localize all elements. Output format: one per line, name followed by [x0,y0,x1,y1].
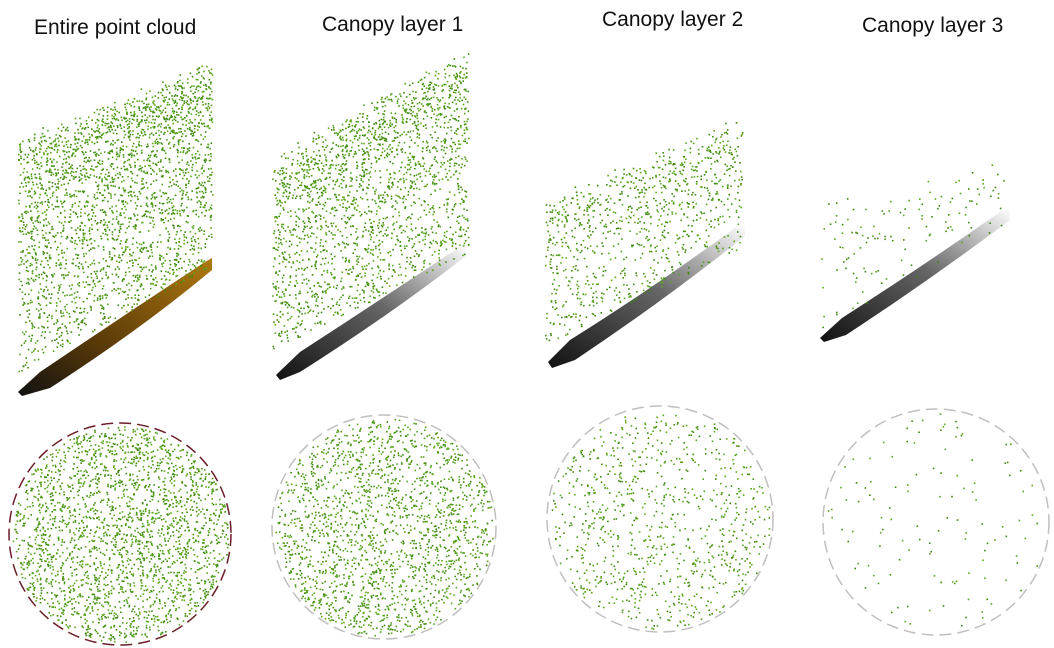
panel-title-canopy-layer-2: Canopy layer 2 [602,8,744,31]
panel-title-entire-point-cloud: Entire point cloud [34,16,197,39]
panel-title-canopy-layer-3: Canopy layer 3 [862,14,1004,37]
ground-slice-layer1 [276,244,466,380]
ground-slice-layer3 [820,208,1010,342]
top-view-circle-layer1 [271,414,497,640]
point-cloud-points [12,53,1039,643]
top-view-circle-layer3 [822,408,1050,636]
top-view-circle-entire [8,422,232,646]
top-view-circle-layer2 [546,405,774,633]
ground-slice-entire [18,258,212,396]
ground-slice-layer2 [548,224,745,368]
panel-title-canopy-layer-1: Canopy layer 1 [322,13,464,36]
